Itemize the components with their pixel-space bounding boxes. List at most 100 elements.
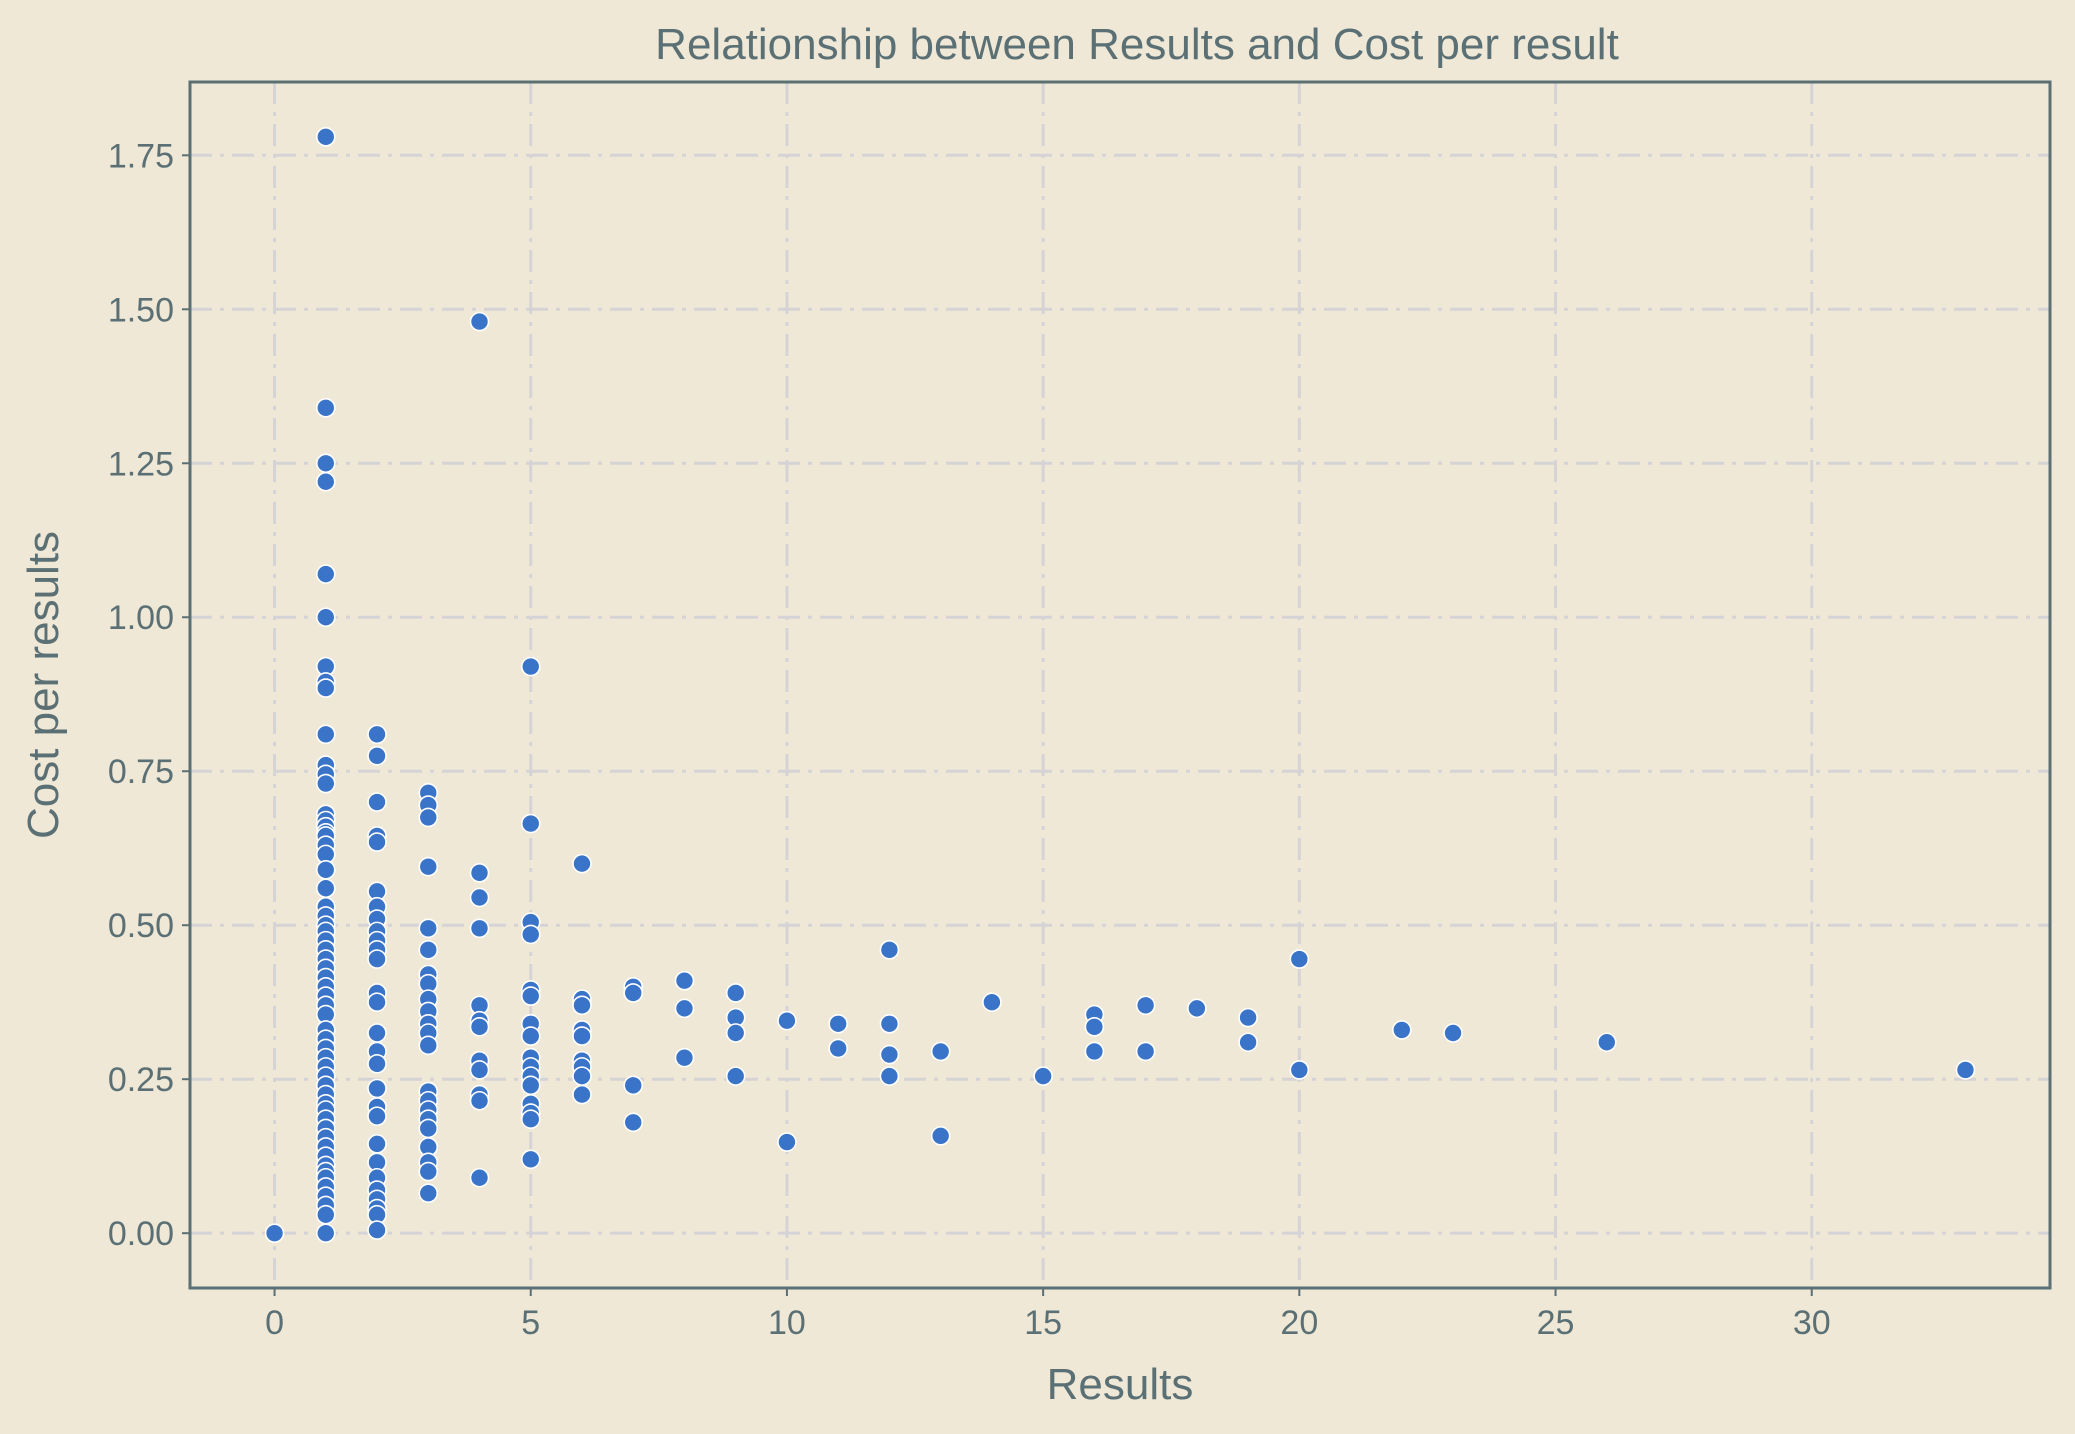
data-point — [315, 453, 336, 474]
y-axis-label: Cost per results — [19, 531, 68, 839]
data-point — [469, 863, 490, 883]
data-point — [315, 1223, 336, 1243]
data-point — [1084, 1017, 1105, 1037]
y-tick-label: 0.75 — [108, 753, 174, 791]
data-point — [879, 1044, 900, 1065]
data-point — [418, 856, 439, 877]
data-point — [367, 1053, 387, 1074]
data-point — [367, 1078, 387, 1099]
data-point — [315, 398, 336, 418]
data-point — [572, 1084, 592, 1105]
data-point — [572, 1026, 592, 1046]
data-point — [674, 1047, 695, 1068]
data-point — [1084, 1041, 1105, 1062]
y-tick-label: 0.50 — [108, 907, 174, 945]
x-axis-ticks: 0 5 10 15 20 25 30 — [265, 1288, 1831, 1342]
data-point — [367, 1134, 387, 1154]
data-point — [469, 311, 490, 332]
data-point — [264, 1223, 285, 1243]
data-point — [674, 998, 695, 1019]
x-tick-label: 10 — [768, 1304, 806, 1342]
data-point — [725, 983, 746, 1003]
data-point — [367, 832, 387, 852]
x-tick-label: 25 — [1537, 1304, 1575, 1342]
data-point — [367, 1106, 387, 1126]
data-point — [418, 1035, 439, 1056]
x-tick-label: 0 — [265, 1304, 284, 1342]
data-point — [469, 1167, 490, 1188]
data-point — [469, 1017, 490, 1037]
data-point — [469, 887, 490, 908]
data-point — [315, 678, 336, 698]
plot-frame — [188, 80, 2052, 1290]
data-point — [828, 1013, 848, 1034]
x-tick-label: 20 — [1280, 1304, 1318, 1342]
data-point — [367, 992, 387, 1013]
data-point — [315, 1204, 336, 1225]
x-tick-label: 30 — [1793, 1304, 1831, 1342]
data-point — [572, 995, 592, 1016]
data-point — [418, 807, 439, 828]
data-point — [930, 1041, 951, 1062]
data-point — [469, 1060, 490, 1080]
x-tick-label: 5 — [521, 1304, 540, 1342]
data-point — [315, 724, 336, 745]
data-point — [725, 1066, 746, 1086]
data-point — [520, 813, 541, 834]
y-tick-label: 0.25 — [108, 1061, 174, 1099]
data-point — [1392, 1020, 1412, 1040]
data-point — [367, 949, 387, 969]
data-point — [982, 992, 1002, 1013]
y-tick-label: 1.00 — [108, 599, 174, 637]
data-point — [315, 878, 336, 899]
y-axis-ticks: 0.00 0.25 0.50 0.75 1.00 1.25 1.50 1.75 — [108, 137, 190, 1253]
data-point — [725, 1023, 746, 1043]
y-tick-label: 1.50 — [108, 291, 174, 329]
data-point — [418, 940, 439, 960]
y-tick-label: 0.00 — [108, 1215, 174, 1253]
data-point — [418, 918, 439, 939]
data-point — [930, 1126, 951, 1146]
data-point — [520, 1109, 541, 1130]
data-point — [1238, 1007, 1258, 1028]
data-point — [315, 607, 336, 628]
data-point — [315, 471, 336, 492]
data-point — [367, 746, 387, 766]
data-point — [520, 986, 541, 1006]
data-point — [623, 1112, 644, 1133]
gridlines — [190, 82, 2050, 1288]
data-point — [1238, 1032, 1258, 1053]
data-point — [315, 564, 336, 584]
data-point — [418, 1161, 439, 1182]
chart-title: Relationship between Results and Cost pe… — [655, 20, 1619, 69]
data-point — [1187, 998, 1207, 1019]
data-point — [315, 773, 336, 794]
data-point — [520, 1075, 541, 1096]
data-point — [1033, 1066, 1053, 1086]
data-point — [1596, 1032, 1617, 1053]
data-point — [520, 1026, 541, 1046]
data-point — [469, 918, 490, 939]
data-point — [879, 1013, 900, 1034]
data-point — [674, 970, 695, 991]
data-point — [1135, 995, 1156, 1016]
data-point — [315, 859, 336, 880]
data-point — [1443, 1023, 1463, 1043]
y-tick-label: 1.75 — [108, 137, 174, 175]
data-point — [879, 1066, 900, 1086]
data-point — [572, 853, 592, 874]
data-point — [520, 656, 541, 677]
data-point — [777, 1132, 797, 1152]
data-points — [264, 127, 1976, 1243]
data-point — [828, 1038, 848, 1059]
x-axis-label: Results — [1047, 1360, 1194, 1409]
data-point — [418, 1118, 439, 1139]
data-point — [1955, 1060, 1976, 1080]
data-point — [418, 1183, 439, 1203]
data-point — [469, 1090, 490, 1111]
data-point — [367, 1023, 387, 1043]
data-point — [1289, 1060, 1310, 1080]
data-point — [315, 127, 336, 147]
data-point — [520, 1149, 541, 1170]
